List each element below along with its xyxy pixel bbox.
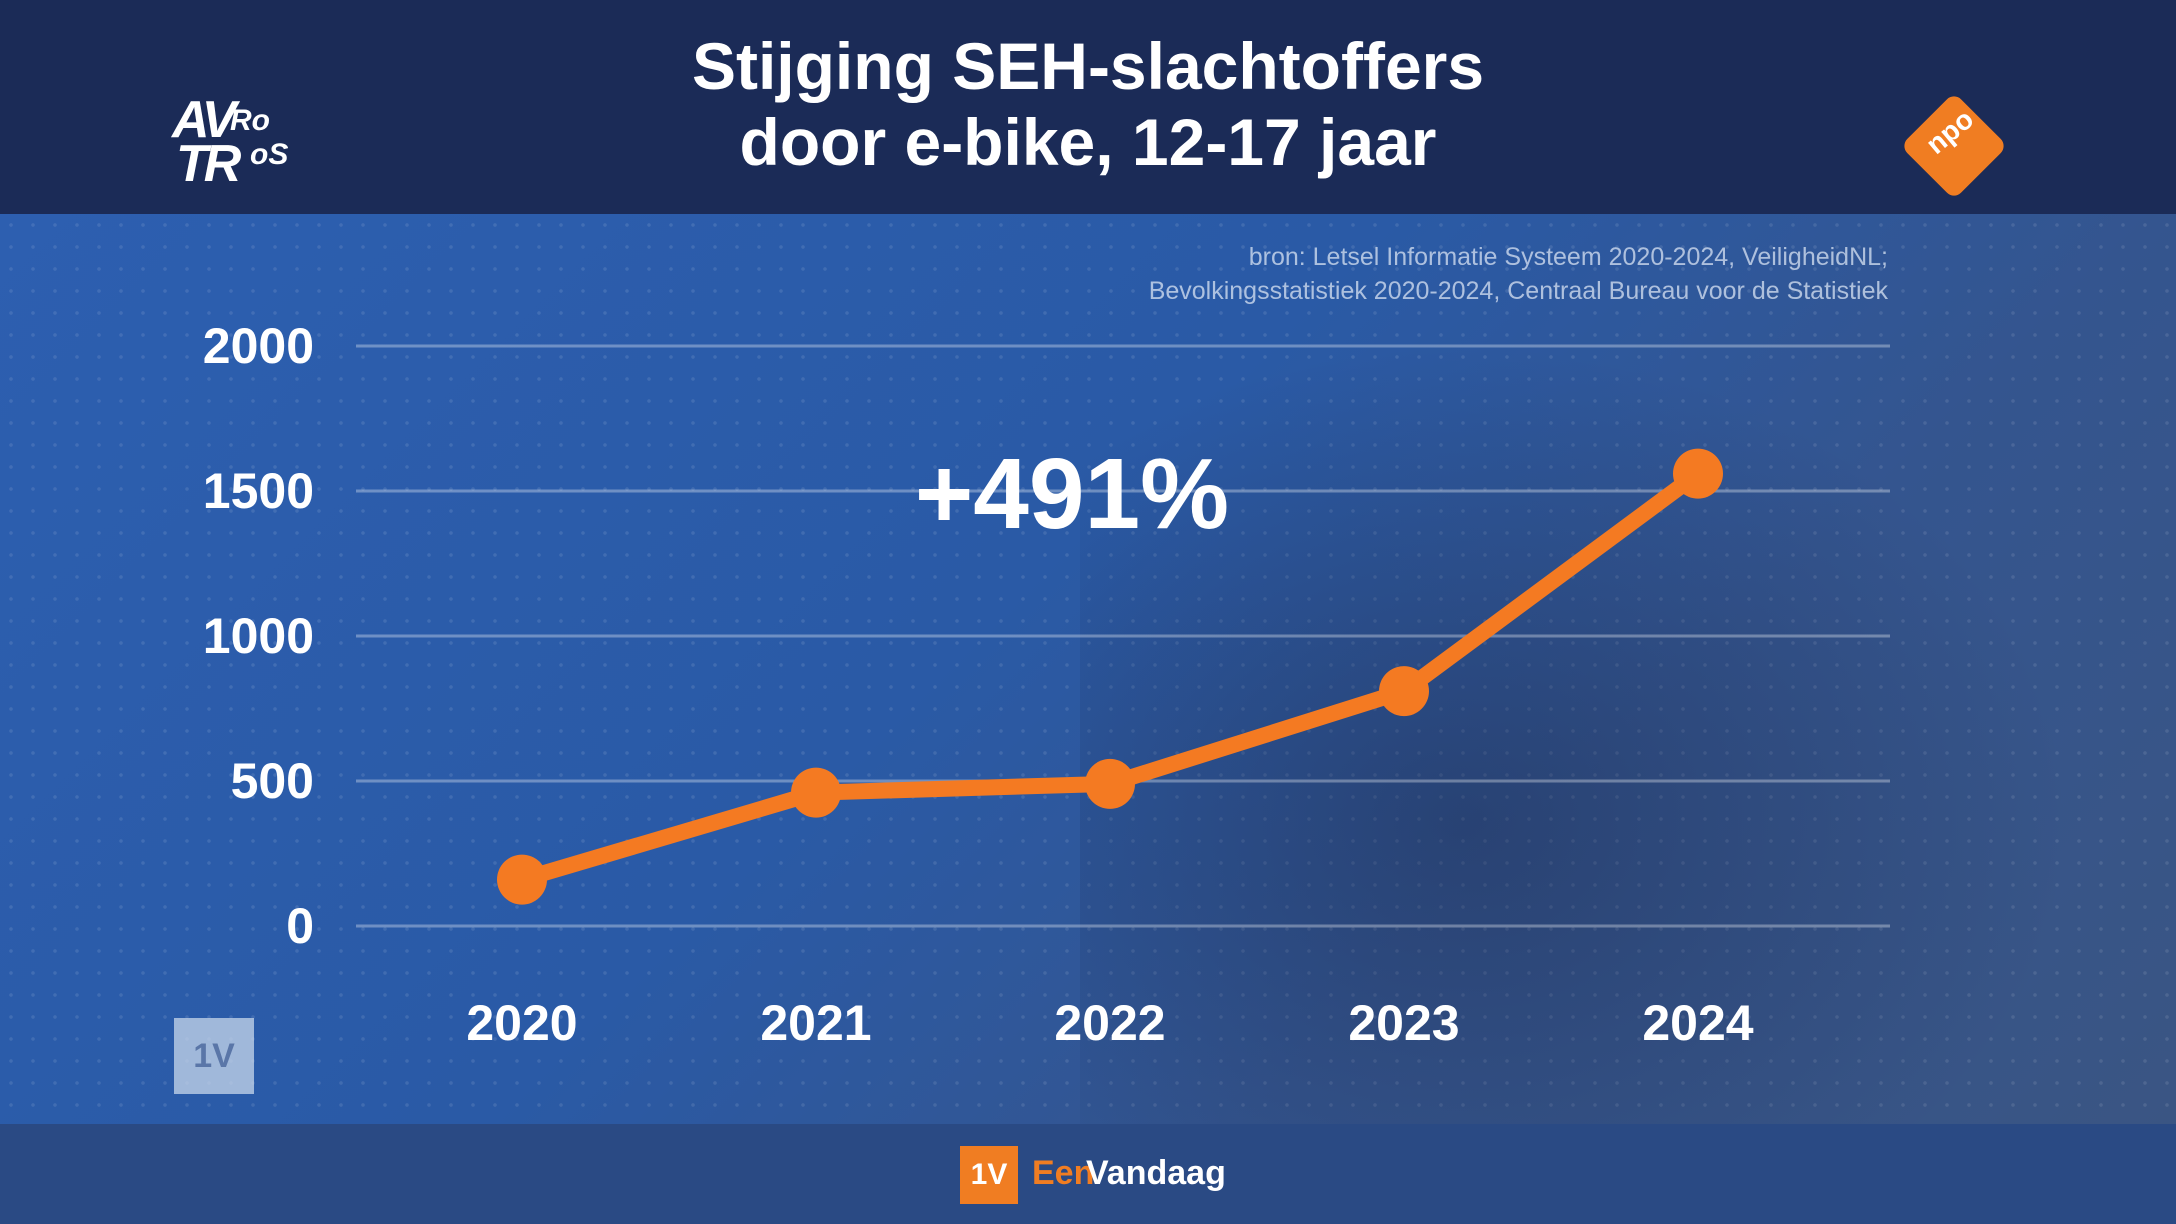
avrotros-logo-part: Ro bbox=[230, 104, 270, 137]
source-note: bron: Letsel Informatie Systeem 2020-202… bbox=[1000, 240, 1888, 308]
x-tick-label: 2023 bbox=[1348, 995, 1459, 1051]
data-point bbox=[1379, 666, 1429, 717]
data-point bbox=[1673, 448, 1723, 499]
data-point bbox=[1085, 758, 1135, 809]
eenvandaag-logo-een: Een bbox=[1032, 1154, 1095, 1192]
source-line2: Bevolkingsstatistiek 2020-2024, Centraal… bbox=[1148, 277, 1888, 305]
footer-bar bbox=[0, 1124, 2176, 1224]
x-tick-label: 2020 bbox=[466, 995, 577, 1051]
chart-title: Stijging SEH-slachtoffers door e-bike, 1… bbox=[0, 28, 2176, 180]
y-tick-label: 2000 bbox=[203, 318, 314, 374]
chart-background bbox=[0, 214, 2176, 1124]
avrotros-logo-part: TR bbox=[176, 135, 241, 193]
x-tick-label: 2024 bbox=[1642, 995, 1753, 1051]
eenvandaag-logo-vandaag: Vandaag bbox=[1086, 1154, 1226, 1192]
chart-title-line1: Stijging SEH-slachtoffers bbox=[691, 29, 1485, 103]
header-bar: AV Ro TR oS Stijging SEH-slachtoffers do… bbox=[0, 0, 2176, 214]
x-tick-label: 2022 bbox=[1054, 995, 1165, 1051]
avrotros-logo-part: AV bbox=[172, 91, 236, 149]
avrotros-logo-part: oS bbox=[250, 138, 289, 171]
data-point bbox=[791, 767, 841, 818]
source-line1: bron: Letsel Informatie Systeem 2020-202… bbox=[1248, 243, 1888, 271]
chart-title-line2: door e-bike, 12-17 jaar bbox=[739, 105, 1437, 179]
data-point bbox=[497, 854, 547, 905]
avrotros-logo: AV Ro TR oS bbox=[168, 90, 308, 193]
y-tick-label: 1000 bbox=[203, 608, 314, 664]
y-tick-label: 500 bbox=[231, 753, 314, 809]
background-photo-shade bbox=[1080, 260, 2176, 1124]
y-tick-label: 1500 bbox=[203, 463, 314, 519]
y-tick-label: 0 bbox=[286, 898, 314, 954]
chart-annotation: +491% bbox=[915, 438, 1229, 550]
1v-badge: 1V bbox=[174, 1018, 254, 1094]
x-tick-label: 2021 bbox=[760, 995, 871, 1051]
eenvandaag-logo-box: 1V bbox=[960, 1146, 1018, 1204]
